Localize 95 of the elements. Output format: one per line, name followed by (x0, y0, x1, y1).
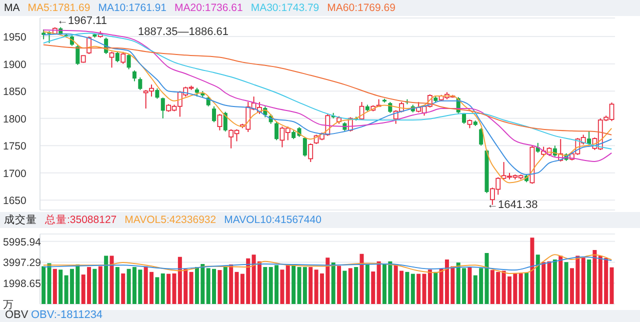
annotation: ←1967.11 (56, 15, 108, 27)
bar (42, 266, 46, 304)
bar (410, 274, 415, 304)
bar (468, 267, 472, 304)
text: MA10:1761.91 (98, 2, 167, 14)
text: MA5:1781.69 (28, 2, 90, 14)
bar (484, 253, 489, 304)
bar (189, 272, 194, 304)
candlestick (155, 88, 160, 100)
bar (229, 264, 234, 304)
bar (52, 268, 57, 304)
y-tick-label: 3997.29 (3, 257, 42, 270)
bar (47, 263, 52, 304)
bar (121, 273, 126, 304)
bar (530, 238, 534, 304)
bar (223, 267, 228, 304)
y-tick-label: 1900 (3, 58, 27, 71)
y-tick-label: 1650 (3, 195, 27, 208)
text: MAVOL5:42336932 (124, 214, 216, 226)
bar (115, 267, 120, 304)
bar (587, 259, 592, 304)
bar (434, 272, 438, 304)
candlestick (126, 54, 131, 70)
y-tick-label: 1998.65 (3, 278, 42, 290)
bar (542, 262, 546, 304)
bar (416, 274, 421, 304)
chart-title: 成交量 (4, 213, 37, 227)
text: MA20:1736.61 (174, 2, 243, 14)
candlestick (274, 121, 279, 141)
candlestick (120, 51, 126, 64)
text: OBV (5, 309, 30, 321)
bar (337, 266, 342, 304)
bar (263, 267, 268, 304)
annotation: ←1641.38 (486, 199, 539, 211)
candlestick (76, 44, 80, 66)
y-tick-label: 1850 (3, 86, 27, 98)
bar (518, 273, 523, 304)
y-tick-label: 1700 (3, 168, 27, 180)
y-tick-label: 万 (3, 299, 14, 311)
bar (308, 267, 313, 304)
text: 总量:35088127 (45, 213, 117, 227)
bar (552, 259, 557, 304)
bar (354, 267, 358, 304)
bar (592, 250, 597, 304)
bar (376, 261, 381, 304)
bar (558, 256, 563, 304)
bar (58, 270, 63, 304)
bar (581, 258, 586, 304)
y-tick-label: 1800 (3, 113, 27, 126)
candlestick (160, 97, 165, 119)
bar (104, 256, 108, 304)
bar (360, 254, 364, 304)
candlestick (138, 76, 142, 90)
chart-title: MA (4, 2, 20, 14)
text: MA30:1743.79 (250, 2, 320, 14)
candlestick (212, 106, 216, 123)
text: MAVOL10:41567440 (224, 214, 322, 226)
line-series (42, 44, 612, 136)
bar (547, 261, 552, 304)
bar (160, 273, 165, 304)
candlestick (479, 128, 484, 146)
bar (166, 274, 171, 304)
bar (110, 256, 114, 304)
bar (536, 254, 540, 304)
text: MA60:1769.69 (327, 2, 396, 14)
bar (365, 264, 370, 304)
annotation: 1887.35—1886.61 (137, 26, 230, 38)
bar (92, 268, 97, 304)
bar (280, 270, 284, 304)
text: OBV:-1811234 (30, 309, 104, 321)
candlestick (132, 70, 136, 82)
bar (155, 277, 160, 304)
candlestick (115, 51, 120, 63)
candlestick (302, 136, 307, 158)
bar (286, 264, 290, 304)
bar (564, 262, 568, 304)
bar (98, 266, 102, 304)
y-tick-label: 1950 (3, 32, 27, 44)
candlestick (587, 130, 592, 146)
bar (348, 268, 352, 304)
bar (342, 270, 347, 304)
y-tick-label: 5995.94 (3, 236, 42, 248)
bar (371, 272, 376, 304)
bar (292, 265, 296, 304)
candlestick (217, 114, 222, 131)
bar (331, 262, 336, 304)
candlestick (109, 51, 114, 68)
candlestick (223, 111, 228, 132)
candlestick (42, 28, 46, 40)
bar (610, 267, 614, 304)
bar (524, 272, 529, 304)
y-tick-label: 1750 (3, 140, 27, 153)
bar (405, 272, 410, 304)
bar (218, 270, 222, 304)
candlestick (308, 142, 314, 162)
